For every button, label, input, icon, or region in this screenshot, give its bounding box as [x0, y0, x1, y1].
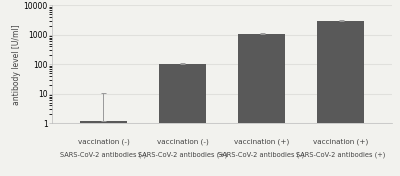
- Text: SARS-CoV-2 antibodies (-): SARS-CoV-2 antibodies (-): [218, 152, 305, 158]
- Bar: [238, 34, 285, 176]
- Bar: [317, 21, 364, 176]
- Text: vaccination (-): vaccination (-): [156, 139, 208, 145]
- Text: vaccination (+): vaccination (+): [313, 139, 368, 145]
- Text: SARS-CoV-2 antibodies (-): SARS-CoV-2 antibodies (-): [60, 152, 146, 158]
- Bar: [159, 64, 206, 176]
- Bar: [80, 121, 127, 176]
- Text: vaccination (-): vaccination (-): [78, 139, 129, 145]
- Text: SARS-CoV-2 antibodies (+): SARS-CoV-2 antibodies (+): [296, 152, 385, 158]
- Y-axis label: antibody level [U/ml]: antibody level [U/ml]: [12, 24, 21, 105]
- Text: vaccination (+): vaccination (+): [234, 139, 289, 145]
- Text: SARS-CoV-2 antibodies (+): SARS-CoV-2 antibodies (+): [138, 152, 227, 158]
